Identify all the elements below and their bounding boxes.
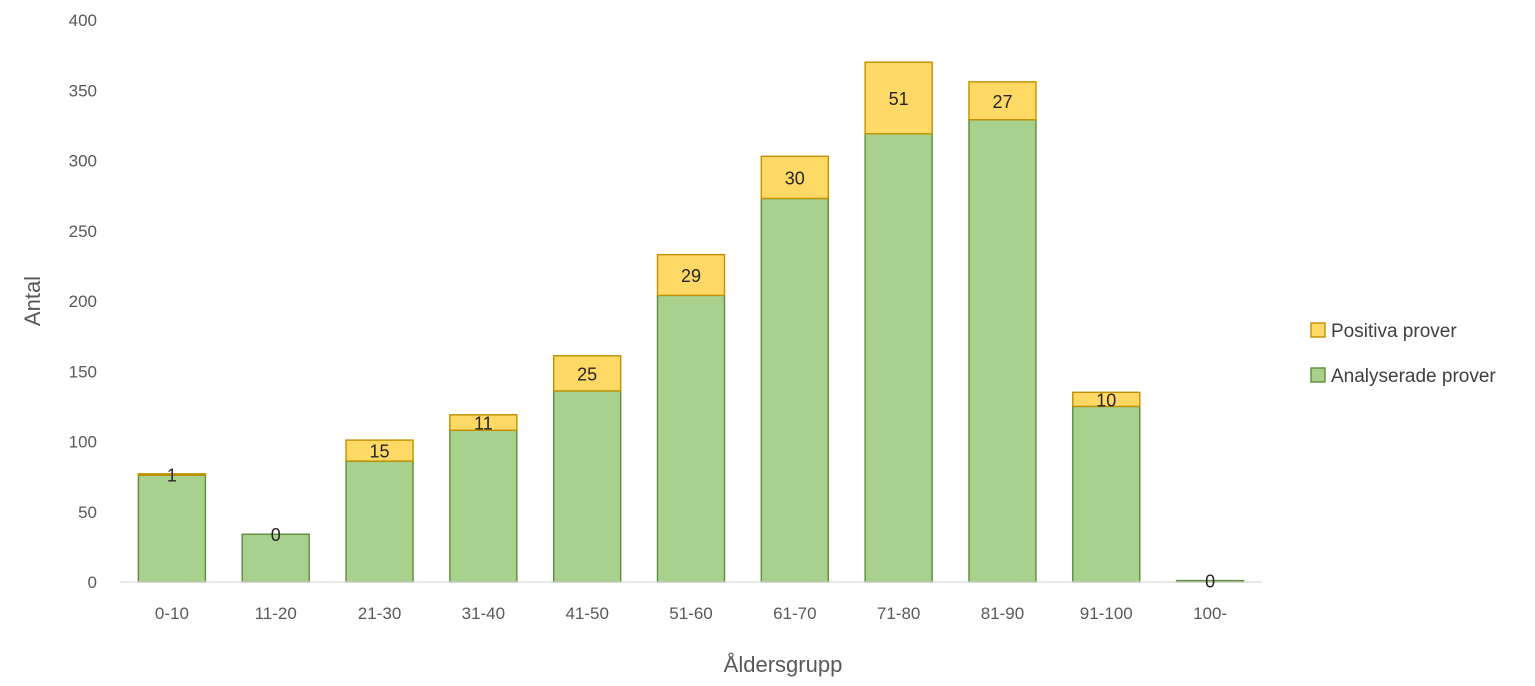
x-tick-label: 31-40 — [462, 604, 505, 623]
bar-analyserade-prover — [345, 460, 414, 583]
bars-group — [137, 61, 1245, 583]
x-tick-label: 81-90 — [981, 604, 1024, 623]
y-tick-label: 300 — [69, 152, 97, 171]
bar-positiva-prover — [1072, 391, 1141, 408]
legend-swatch — [1310, 367, 1326, 383]
data-label: 25 — [577, 364, 597, 384]
bar-analyserade-prover — [449, 429, 518, 583]
data-label: 0 — [271, 525, 281, 545]
bar-positiva-prover — [552, 355, 622, 392]
bar-positiva-prover — [968, 81, 1037, 121]
bar-positiva-prover — [449, 414, 518, 431]
data-label: 11 — [474, 414, 493, 434]
legend-label: Positiva prover — [1331, 321, 1457, 342]
bar-positiva-prover — [656, 253, 726, 297]
bar-analyserade-prover — [864, 133, 933, 583]
bar-analyserade-prover — [1072, 405, 1141, 583]
x-tick-label: 21-30 — [358, 604, 401, 623]
legend-label: Analyserade prover — [1331, 366, 1496, 387]
y-tick-label: 150 — [69, 362, 97, 381]
y-tick-label: 400 — [69, 11, 97, 30]
bar-positiva-prover — [760, 155, 830, 200]
bar-analyserade-prover — [552, 390, 622, 583]
bar-positiva-prover — [137, 473, 207, 476]
bar-positiva-prover — [345, 439, 414, 462]
data-label: 0 — [1205, 572, 1215, 592]
legend-swatch — [1310, 322, 1326, 338]
x-tick-label: 100- — [1193, 604, 1227, 623]
x-tick-label: 61-70 — [773, 604, 816, 623]
data-label: 15 — [370, 442, 390, 462]
bar-positiva-prover — [864, 61, 933, 135]
y-tick-label: 250 — [69, 222, 97, 241]
x-tick-label: 51-60 — [669, 604, 712, 623]
x-axis-title: Åldersgrupp — [724, 652, 843, 677]
bar-analyserade-prover — [760, 197, 830, 583]
data-label: 51 — [889, 89, 909, 109]
y-tick-label: 50 — [78, 503, 97, 522]
x-axis-tick-labels: 0-10 11-20 21-30 31-40 41-50 51-60 61-70 71-80 8… — [155, 604, 1227, 623]
legend: Positiva prover Analyserade prover — [1310, 321, 1496, 387]
y-tick-label: 200 — [69, 292, 97, 311]
y-axis-tick-labels: 0 50 100 150 200 250 300 350 400 — [69, 11, 97, 592]
x-tick-label: 71-80 — [877, 604, 920, 623]
x-tick-label: 11-20 — [255, 604, 297, 623]
x-tick-label: 91-100 — [1080, 604, 1133, 623]
x-tick-label: 41-50 — [565, 604, 608, 623]
data-label: 30 — [785, 168, 805, 188]
y-tick-label: 350 — [69, 81, 97, 100]
x-tick-label: 0-10 — [155, 604, 189, 623]
y-tick-label: 0 — [88, 573, 97, 592]
bar-analyserade-prover — [241, 533, 310, 583]
y-tick-label: 100 — [69, 433, 97, 452]
bar-analyserade-prover — [968, 119, 1037, 583]
bar-analyserade-prover — [137, 474, 207, 583]
bar-analyserade-prover — [656, 294, 726, 583]
data-label: 27 — [992, 92, 1012, 112]
data-label: 1 — [167, 466, 177, 486]
y-axis-title: Antal — [20, 276, 45, 326]
data-label: 29 — [681, 266, 701, 286]
data-label: 10 — [1096, 390, 1116, 410]
